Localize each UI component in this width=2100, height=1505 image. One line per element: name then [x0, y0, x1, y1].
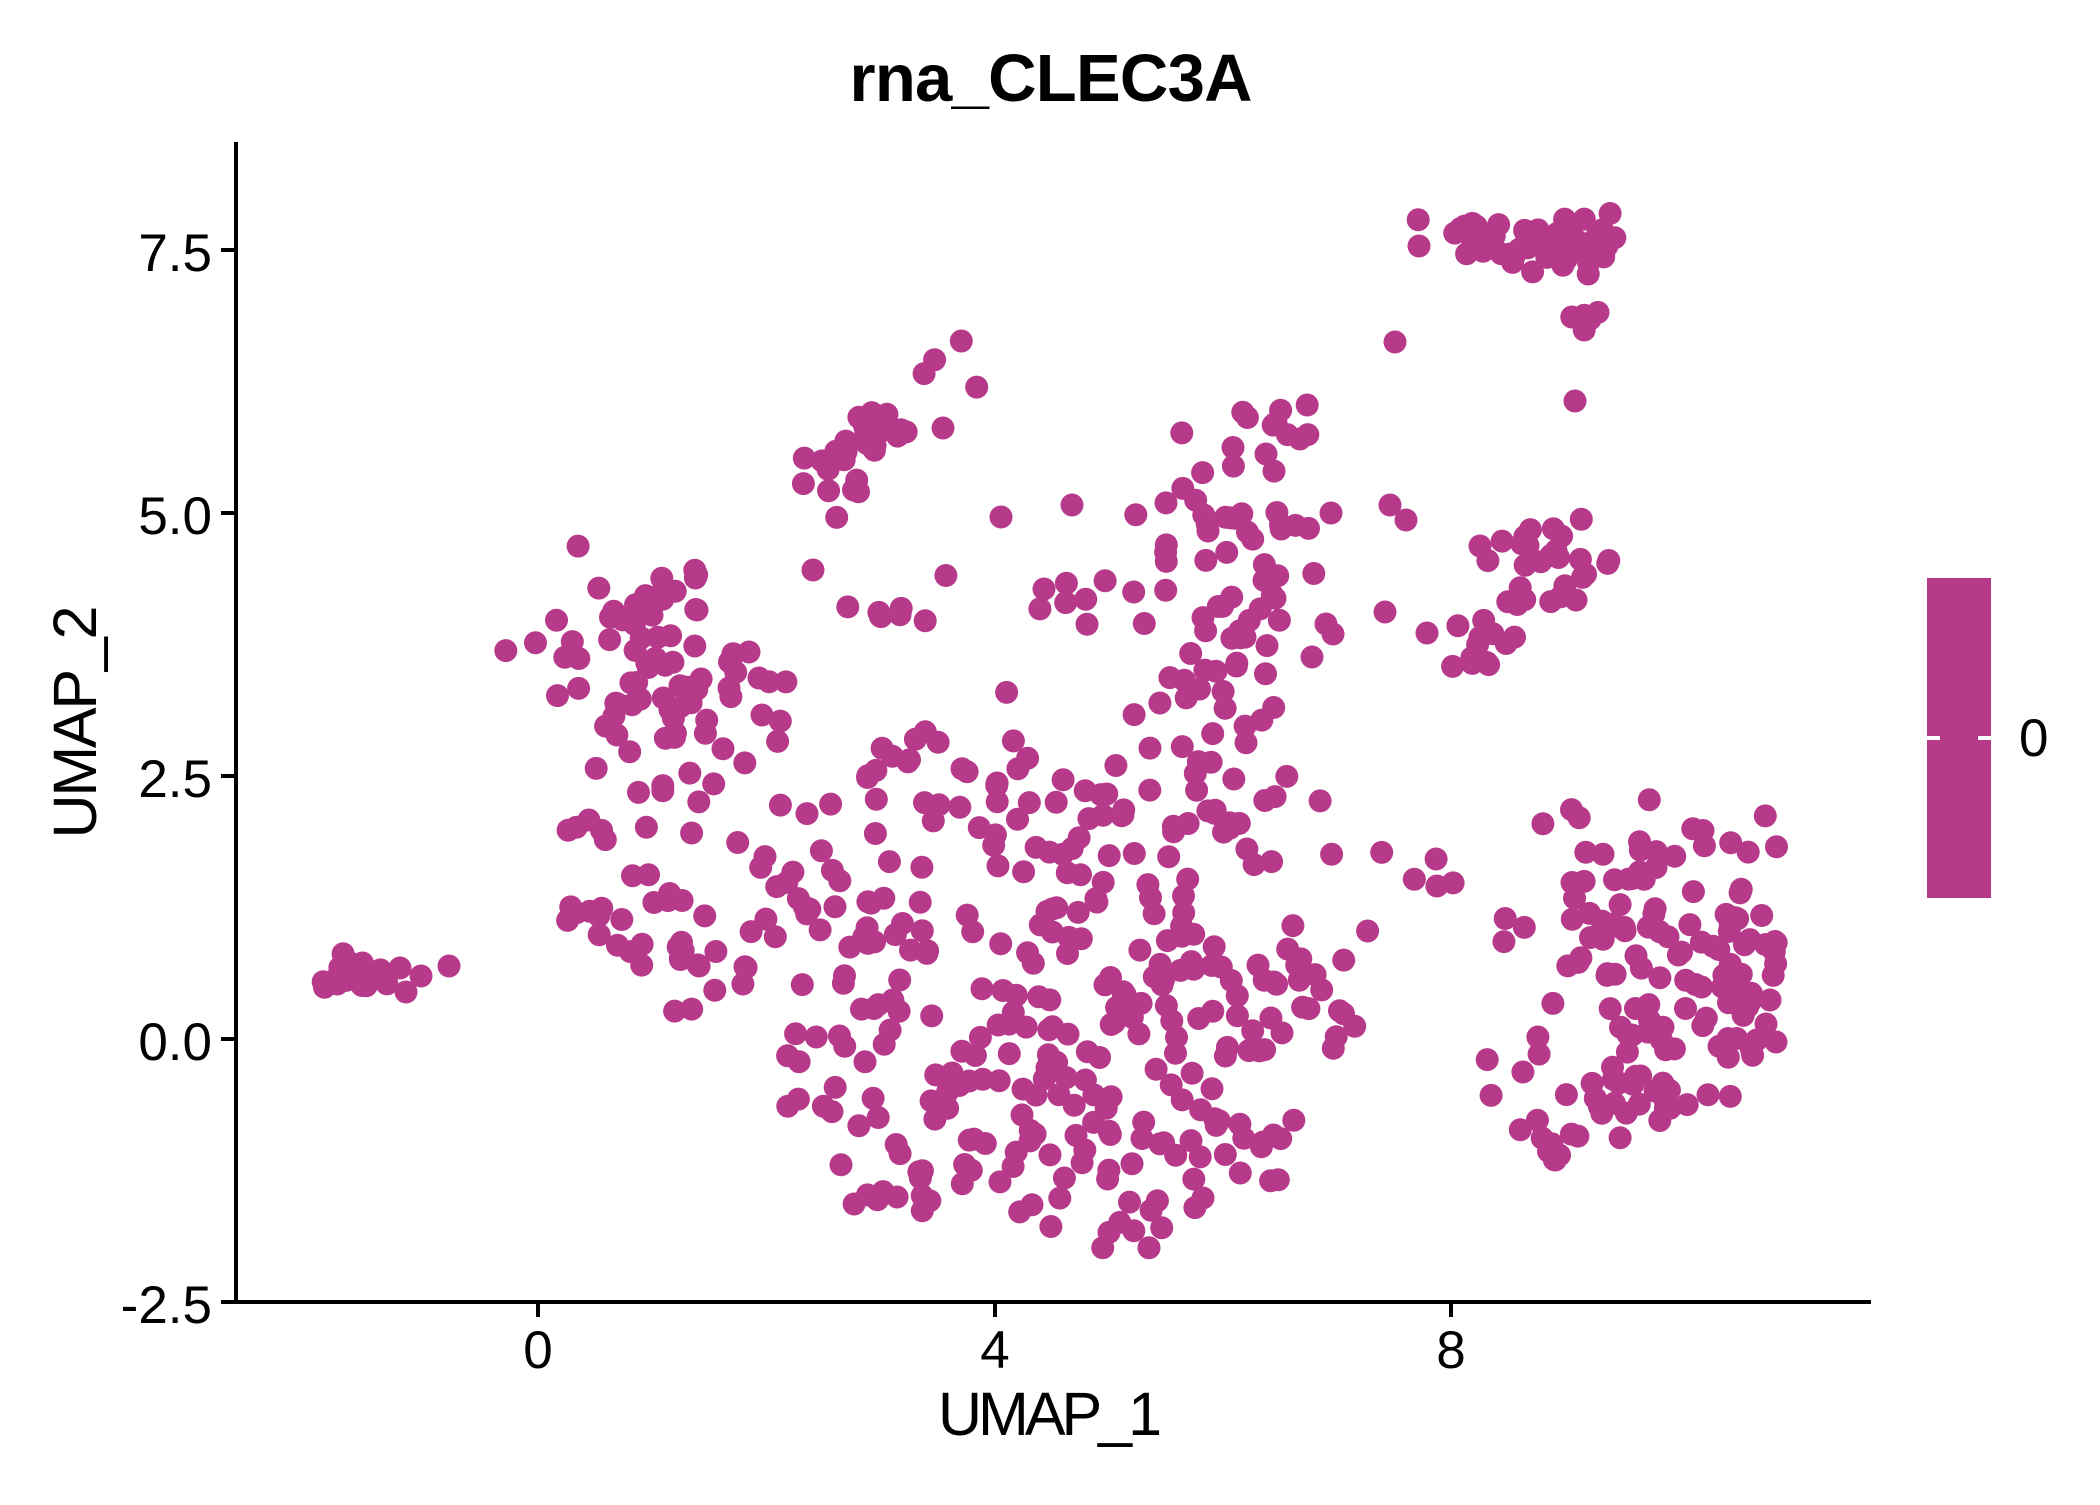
svg-text:0: 0 — [2019, 709, 2048, 768]
svg-text:UMAP_1: UMAP_1 — [938, 1380, 1162, 1448]
svg-text:rna_CLEC3A: rna_CLEC3A — [850, 41, 1253, 116]
svg-text:0.0: 0.0 — [138, 1013, 212, 1072]
svg-text:8: 8 — [1436, 1321, 1465, 1380]
svg-text:2.5: 2.5 — [138, 750, 212, 809]
svg-text:4: 4 — [980, 1321, 1009, 1380]
svg-text:0: 0 — [523, 1321, 552, 1380]
svg-text:UMAP_2: UMAP_2 — [41, 606, 109, 839]
svg-text:5.0: 5.0 — [138, 487, 212, 546]
svg-text:7.5: 7.5 — [138, 224, 212, 283]
svg-text:-2.5: -2.5 — [121, 1276, 212, 1335]
